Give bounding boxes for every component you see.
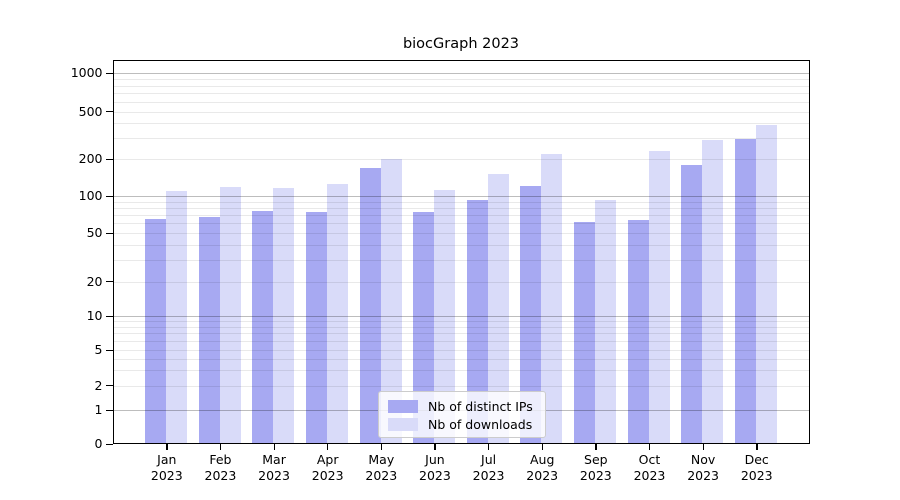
bar-ips [681, 164, 703, 443]
y-tick-label: 500 [78, 103, 103, 119]
y-tick-label: 20 [86, 273, 103, 289]
y-tick-mark [105, 385, 113, 387]
bar-ips [627, 219, 649, 443]
x-tick-label: Oct 2023 [633, 452, 666, 483]
bar-ips [466, 199, 488, 443]
y-tick-label: 2 [94, 377, 103, 393]
bar-ips [734, 138, 756, 443]
y-tick-label: 50 [86, 225, 103, 240]
bar-ips [252, 210, 274, 443]
y-tick-mark [105, 315, 113, 317]
bar-ips [145, 218, 166, 443]
x-tick-label: Mar 2023 [258, 452, 290, 483]
legend-entry-downloads: Nb of downloads [388, 415, 537, 433]
bar-ips [413, 212, 435, 443]
y-tick-mark [105, 281, 113, 283]
x-tick-label: Jan 2023 [150, 452, 183, 483]
x-tick-label: Feb 2023 [204, 452, 237, 483]
legend-entry-distinct-ips: Nb of distinct IPs [388, 397, 537, 415]
bar-ips [305, 212, 327, 443]
bar-ips [359, 167, 381, 443]
bar-downloads [219, 186, 241, 443]
y-tick-label: 10 [86, 308, 103, 323]
bar-downloads [166, 190, 187, 443]
chart-title: biocGraph 2023 [402, 36, 520, 52]
x-tick-label: Aug 2023 [526, 452, 559, 483]
y-tick-mark [105, 409, 113, 411]
x-tick-label: May 2023 [365, 452, 398, 483]
y-tick-mark [105, 111, 113, 113]
y-tick-mark [105, 195, 113, 197]
bar-downloads [380, 159, 402, 443]
x-tick-label: Nov 2023 [687, 452, 719, 483]
legend: Nb of distinct IPs Nb of downloads [378, 391, 546, 438]
x-tick-label: Sep 2023 [579, 452, 612, 483]
bar-ips [198, 216, 220, 443]
bar-downloads [648, 150, 670, 443]
y-tick-label: 5 [94, 342, 103, 357]
y-tick-label: 1 [94, 402, 103, 417]
bar-downloads [273, 188, 295, 443]
x-tick-mark [434, 444, 436, 450]
y-tick-label: 200 [78, 151, 103, 167]
x-tick-mark [166, 444, 168, 450]
x-tick-label: Apr 2023 [311, 452, 344, 483]
x-tick-mark [595, 444, 597, 450]
bar-ips [520, 186, 542, 443]
x-tick-label: Jun 2023 [419, 452, 451, 483]
bar-downloads [702, 139, 724, 443]
y-tick-label: 1000 [70, 65, 103, 81]
y-tick-mark [105, 443, 113, 445]
y-tick-mark [105, 232, 113, 234]
y-tick-mark [105, 349, 113, 351]
x-tick-label: Dec 2023 [740, 452, 773, 483]
x-tick-mark [273, 444, 275, 450]
legend-label-distinct-ips: Nb of distinct IPs [428, 398, 533, 414]
bar-downloads [541, 154, 563, 443]
legend-swatch-downloads [388, 417, 418, 431]
x-tick-label: Jul 2023 [472, 452, 505, 483]
x-tick-mark [327, 444, 329, 450]
x-tick-mark [380, 444, 383, 450]
y-tick-label: 100 [78, 188, 103, 203]
x-tick-mark [648, 444, 651, 450]
x-tick-mark [756, 444, 758, 450]
x-tick-mark [488, 444, 490, 450]
x-tick-mark [219, 444, 222, 450]
bar-downloads [487, 173, 509, 443]
bar-downloads [595, 199, 617, 443]
x-tick-mark [702, 444, 704, 450]
legend-label-downloads: Nb of downloads [428, 416, 533, 432]
bar-downloads [434, 189, 456, 443]
y-tick-mark [105, 158, 113, 161]
legend-swatch-distinct-ips [388, 399, 418, 413]
x-tick-mark [541, 444, 543, 450]
bar-ips [574, 221, 596, 443]
bar-downloads [755, 125, 777, 443]
y-tick-label: 0 [94, 436, 103, 451]
bar-downloads [326, 184, 348, 443]
y-tick-mark [105, 72, 113, 75]
